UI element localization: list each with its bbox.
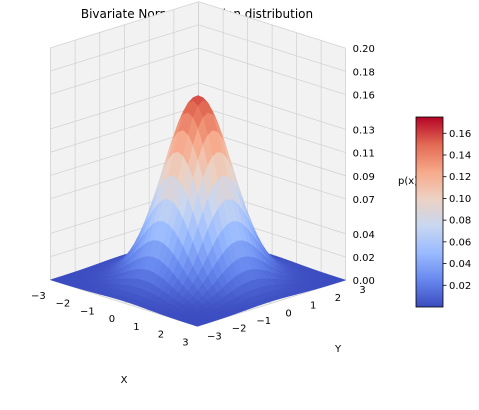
z-axis-label: p(x) <box>398 176 418 187</box>
axis-ticks: −3−2−10123−3−2−101230.000.020.040.070.09… <box>31 44 375 348</box>
x-tick-label: 3 <box>182 337 188 348</box>
colorbar-tick-label: 0.02 <box>449 281 471 292</box>
gridline-left-z <box>50 47 199 95</box>
gridline-floor-y <box>50 279 198 327</box>
z-tick-label: 0.04 <box>353 230 375 241</box>
x-tick-label: 0 <box>109 314 115 325</box>
gridline-left-z <box>50 82 199 130</box>
colorbar-tick-label: 0.10 <box>449 194 471 205</box>
colorbar-tick-label: 0.12 <box>449 172 471 183</box>
y-tick-label: 3 <box>359 285 365 296</box>
x-tick-label: −1 <box>80 306 95 317</box>
y-tick-label: 0 <box>285 308 291 319</box>
gridline-back-z <box>198 47 346 95</box>
gridline-left-z <box>50 1 199 49</box>
z-tick-label: 0.20 <box>353 44 375 55</box>
colorbar-tick-label: 0.06 <box>449 237 471 248</box>
colorbar-tick-label: 0.14 <box>449 151 471 162</box>
y-tick-label: 2 <box>335 293 341 304</box>
colorbar-tick-label: 0.04 <box>449 259 471 270</box>
y-tick-label: 1 <box>310 301 316 312</box>
colorbar-tick-label: 0.08 <box>449 216 471 227</box>
x-axis-label: X <box>121 375 128 386</box>
colorbar-ticks: 0.02 0.04 0.06 0.08 0.10 0.12 0.14 0.16 <box>443 129 471 292</box>
y-tick-label: −3 <box>207 331 222 342</box>
y-tick-label: −2 <box>232 324 247 335</box>
x-tick-label: −2 <box>56 299 71 310</box>
y-axis-label: Y <box>334 344 342 355</box>
z-tick-label: 0.07 <box>353 195 375 206</box>
gridline-back-z <box>198 1 346 49</box>
gridline-left-z <box>50 24 199 72</box>
x-tick-label: 1 <box>133 322 139 333</box>
z-tick-label: 0.11 <box>353 149 375 160</box>
x-tick-label: −3 <box>31 291 46 302</box>
surface-plot <box>49 95 347 327</box>
y-tick-label: −1 <box>256 316 271 327</box>
gridline-back-z <box>198 24 346 72</box>
gridline-back-z <box>198 105 346 153</box>
x-tick-label: 2 <box>158 330 164 341</box>
z-tick-label: 0.09 <box>353 172 375 183</box>
colorbar: 0.02 0.04 0.06 0.08 0.10 0.12 0.14 0.16 <box>415 116 471 308</box>
colorbar-gradient <box>415 116 444 308</box>
colorbar-tick-label: 0.16 <box>449 129 471 140</box>
z-tick-label: 0.18 <box>353 67 375 78</box>
surface-face <box>191 322 204 327</box>
z-tick-label: 0.16 <box>353 91 375 102</box>
z-tick-label: 0.13 <box>353 125 375 136</box>
z-tick-label: 0.00 <box>353 276 375 287</box>
gridline-back-z <box>198 82 346 130</box>
z-tick-label: 0.02 <box>353 253 375 264</box>
gridline-left-z <box>50 105 199 153</box>
